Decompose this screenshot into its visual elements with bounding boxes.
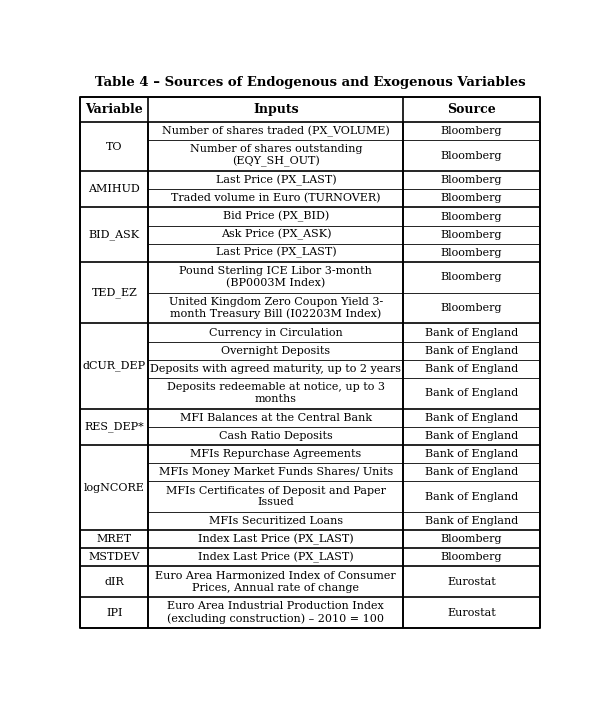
Text: Inputs: Inputs	[253, 103, 299, 116]
Text: MFI Balances at the Central Bank: MFI Balances at the Central Bank	[180, 413, 372, 423]
Text: IPI: IPI	[106, 607, 123, 617]
Text: Traded volume in Euro (TURNOVER): Traded volume in Euro (TURNOVER)	[171, 193, 381, 204]
Text: Ask Price (PX_ASK): Ask Price (PX_ASK)	[221, 229, 331, 241]
Text: Table 4 – Sources of Endogenous and Exogenous Variables: Table 4 – Sources of Endogenous and Exog…	[95, 76, 525, 89]
Text: Bank of England: Bank of England	[425, 449, 518, 459]
Text: Bank of England: Bank of England	[425, 431, 518, 441]
Text: Euro Area Harmonized Index of Consumer
Prices, Annual rate of change: Euro Area Harmonized Index of Consumer P…	[155, 571, 396, 592]
Text: Number of shares outstanding
(EQY_SH_OUT): Number of shares outstanding (EQY_SH_OUT…	[189, 144, 362, 167]
Text: Source: Source	[447, 103, 496, 116]
Text: Deposits with agreed maturity, up to 2 years: Deposits with agreed maturity, up to 2 y…	[150, 364, 401, 374]
Text: Bank of England: Bank of England	[425, 388, 518, 398]
Text: Eurostat: Eurostat	[447, 577, 496, 587]
Text: TO: TO	[106, 141, 123, 151]
Text: Bloomberg: Bloomberg	[441, 230, 502, 240]
Text: Last Price (PX_LAST): Last Price (PX_LAST)	[215, 247, 336, 258]
Text: Bloomberg: Bloomberg	[441, 212, 502, 222]
Text: Bloomberg: Bloomberg	[441, 534, 502, 544]
Text: MFIs Money Market Funds Shares/ Units: MFIs Money Market Funds Shares/ Units	[159, 467, 393, 477]
Text: Bank of England: Bank of England	[425, 492, 518, 502]
Text: Bank of England: Bank of England	[425, 327, 518, 337]
Text: Bank of England: Bank of England	[425, 413, 518, 423]
Text: Bank of England: Bank of England	[425, 467, 518, 477]
Text: logNCORE: logNCORE	[84, 482, 145, 493]
Text: MFIs Securitized Loans: MFIs Securitized Loans	[209, 516, 343, 526]
Text: Bank of England: Bank of England	[425, 364, 518, 374]
Text: Euro Area Industrial Production Index
(excluding construction) – 2010 = 100: Euro Area Industrial Production Index (e…	[168, 602, 384, 624]
Text: Pound Sterling ICE Libor 3-month
(BP0003M Index): Pound Sterling ICE Libor 3-month (BP0003…	[180, 266, 372, 288]
Text: Bloomberg: Bloomberg	[441, 248, 502, 258]
Text: Cash Ratio Deposits: Cash Ratio Deposits	[219, 431, 333, 441]
Text: MFIs Certificates of Deposit and Paper
Issued: MFIs Certificates of Deposit and Paper I…	[166, 486, 386, 508]
Text: dIR: dIR	[105, 577, 124, 587]
Text: Bloomberg: Bloomberg	[441, 126, 502, 136]
Text: Bloomberg: Bloomberg	[441, 151, 502, 161]
Text: Bloomberg: Bloomberg	[441, 303, 502, 313]
Text: Index Last Price (PX_LAST): Index Last Price (PX_LAST)	[198, 551, 354, 563]
Text: Last Price (PX_LAST): Last Price (PX_LAST)	[215, 174, 336, 186]
Text: Bank of England: Bank of England	[425, 345, 518, 355]
Text: Bloomberg: Bloomberg	[441, 175, 502, 185]
Text: Bloomberg: Bloomberg	[441, 193, 502, 203]
Text: Index Last Price (PX_LAST): Index Last Price (PX_LAST)	[198, 533, 354, 545]
Text: Bloomberg: Bloomberg	[441, 552, 502, 562]
Text: Overnight Deposits: Overnight Deposits	[221, 345, 330, 355]
Text: TED_EZ: TED_EZ	[91, 287, 137, 298]
Text: Bloomberg: Bloomberg	[441, 272, 502, 282]
Text: Eurostat: Eurostat	[447, 607, 496, 617]
Text: Bid Price (PX_BID): Bid Price (PX_BID)	[223, 211, 329, 222]
Text: Number of shares traded (PX_VOLUME): Number of shares traded (PX_VOLUME)	[162, 126, 390, 137]
Text: Deposits redeemable at notice, up to 3
months: Deposits redeemable at notice, up to 3 m…	[167, 383, 385, 404]
Text: MFIs Repurchase Agreements: MFIs Repurchase Agreements	[190, 449, 361, 459]
Text: Variable: Variable	[85, 103, 143, 116]
Text: dCUR_DEP: dCUR_DEP	[83, 360, 146, 371]
Text: RES_DEP*: RES_DEP*	[85, 421, 144, 432]
Text: MSTDEV: MSTDEV	[88, 552, 140, 562]
Text: MRET: MRET	[97, 534, 132, 544]
Text: AMIHUD: AMIHUD	[88, 185, 140, 195]
Text: BID_ASK: BID_ASK	[89, 229, 140, 240]
Text: Currency in Circulation: Currency in Circulation	[209, 327, 342, 337]
Text: Bank of England: Bank of England	[425, 516, 518, 526]
Text: United Kingdom Zero Coupon Yield 3-
month Treasury Bill (I02203M Index): United Kingdom Zero Coupon Yield 3- mont…	[169, 297, 383, 320]
